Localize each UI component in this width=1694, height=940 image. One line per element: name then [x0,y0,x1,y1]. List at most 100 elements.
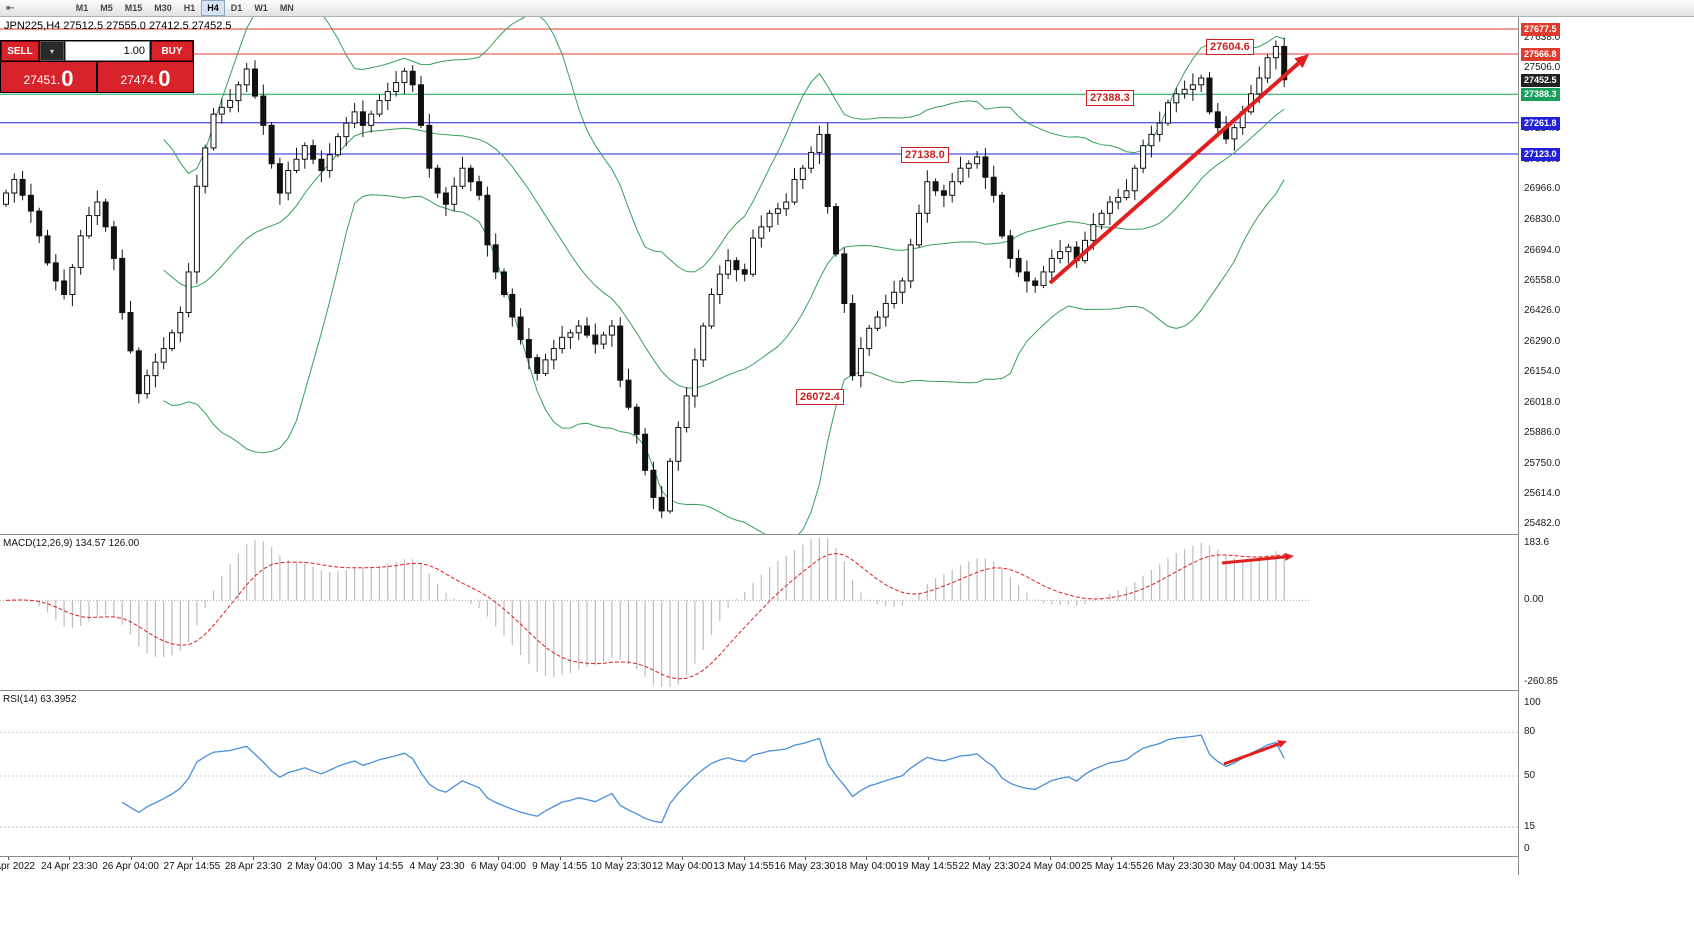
time-tick [1234,857,1235,860]
time-axis-label: 13 May 14:55 [713,861,774,872]
buy-button[interactable]: BUY [151,41,193,61]
time-axis-label: 26 May 23:30 [1142,861,1203,872]
price-level-chip: 27677.5 [1521,23,1560,36]
price-grid-label: 25886.0 [1524,426,1561,438]
time-tick [437,857,439,860]
price-label-annotation[interactable]: 27388.3 [1086,90,1134,106]
time-axis-label: 6 May 04:00 [470,861,526,872]
timeframe-m1[interactable]: M1 [75,3,89,13]
time-tick [1172,857,1174,860]
time-axis-label: 12 May 04:00 [651,861,713,872]
sell-price[interactable]: 27451. 0 [1,62,96,92]
price-level-chip: 27261.8 [1521,116,1560,130]
price-level-chip: 27452.5 [1521,73,1560,87]
panel-separator[interactable] [0,690,1694,691]
price-level-chip: 27123.0 [1521,148,1560,162]
chart-shift-icon: ⇤ [6,2,15,14]
time-tick [743,857,745,860]
timeframe-switcher: M1 M5 M15 M30 H1 H4 D1 W1 MN [70,0,300,16]
sell-button[interactable]: SELL [1,41,39,61]
time-axis-label: 22 Apr 2022 [0,861,35,872]
price-label-annotation[interactable]: 27604.6 [1206,39,1254,55]
rsi-scale-label: 50 [1524,770,1536,781]
price-grid-label: 25482.0 [1524,518,1561,529]
rsi-scale-label: 0 [1524,843,1530,854]
time-axis-label: 28 Apr 23:30 [224,861,282,872]
sell-price-main: 27451. [23,73,61,87]
time-axis-label: 27 Apr 14:55 [163,861,221,872]
sell-price-big-digit: 0 [61,66,74,91]
time-tick [498,857,500,860]
time-axis-label: 25 May 14:55 [1081,861,1142,872]
time-tick [621,857,622,860]
price-grid-label: 26290.0 [1524,335,1561,347]
price-grid-label: 26966.0 [1524,183,1561,195]
time-tick [682,857,684,860]
macd-scale-label: 183.6 [1524,537,1550,548]
time-axis-label: 2 May 04:00 [286,861,343,872]
panel-separator[interactable] [0,856,1694,857]
buy-price-main: 27474. [120,73,158,87]
panel-separator[interactable] [0,534,1694,535]
price-grid-label: 26018.0 [1524,397,1561,409]
time-axis-label: 9 May 14:55 [532,861,588,872]
macd-canvas[interactable] [0,535,1518,690]
macd-panel[interactable]: MACD(12,26,9) 134.57 126.00 [0,535,1518,690]
time-tick [988,857,990,860]
time-axis-label: 10 May 23:30 [590,861,652,872]
buy-price-big-digit: 0 [158,66,171,91]
time-axis[interactable]: 22 Apr 2022 24 Apr 23:30 26 Apr 04:00 27 Ap… [0,857,1518,877]
time-axis-label: 22 May 23:30 [958,861,1020,872]
timeframe-h1[interactable]: H1 [183,3,196,13]
timeframe-w1[interactable]: W1 [254,3,268,13]
macd-label: MACD(12,26,9) 134.57 126.00 [3,538,140,549]
chart-canvas[interactable] [0,17,1518,534]
macd-scale-label: -260.85 [1524,675,1558,687]
rsi-panel[interactable]: RSI(14) 63.3952 [0,691,1518,856]
rsi-scale-label: 80 [1524,726,1536,738]
chart-shift-icon[interactable]: ⇤ [3,1,60,16]
price-label-annotation[interactable]: 26072.4 [796,389,844,405]
time-axis-label: 24 May 04:00 [1019,861,1081,872]
time-tick [191,857,193,860]
toolbar: ⊞◆新订单▥◫▤▶自动交易║▮∿⊕⊖▦⇥⇤+▾◷▾▣▾↖⌖─╱∥≋≡AT↗▾ M… [0,0,1694,245]
price-level-chip: 27566.8 [1521,47,1560,61]
price-chart-panel[interactable]: JPN225,H4 27512.5 27555.0 27412.5 27452.… [0,17,1518,534]
price-grid-label: 25750.0 [1524,457,1561,469]
chart-title: JPN225,H4 27512.5 27555.0 27412.5 27452.… [4,20,232,32]
time-axis-label: 16 May 23:30 [774,861,836,872]
time-axis-label: 31 May 14:55 [1264,861,1326,872]
time-axis-label: 26 Apr 04:00 [102,861,159,872]
timeframe-d1[interactable]: D1 [230,3,243,13]
timeframe-m30[interactable]: M30 [154,3,172,13]
rsi-scale-label: 100 [1524,697,1541,708]
timeframe-h4[interactable]: H4 [201,0,225,16]
price-grid-label: 25614.0 [1524,488,1561,500]
price-grid-label: 26694.0 [1524,244,1561,256]
volume-dropdown[interactable]: ▾ [40,41,64,61]
time-tick [927,857,929,860]
timeframe-m5[interactable]: M5 [100,3,113,13]
volume-input[interactable] [65,41,150,61]
time-axis-label: 30 May 04:00 [1203,861,1265,872]
price-label-annotation[interactable]: 27138.0 [901,147,949,163]
rsi-canvas[interactable] [0,691,1518,856]
timeframe-m15[interactable]: M15 [124,3,143,13]
buy-price[interactable]: 27474. 0 [98,62,193,92]
timeframe-mn[interactable]: MN [279,3,294,13]
time-tick [314,857,316,860]
time-tick [69,857,71,860]
time-tick [559,857,561,860]
price-grid-label: 27506.0 [1524,61,1561,73]
time-tick [130,857,132,860]
time-axis-label: 3 May 14:55 [348,861,404,872]
price-axis[interactable]: 27638.027506.027370.027234.027098.026966… [1519,17,1694,875]
price-grid-label: 27638.0 [1524,31,1561,43]
time-tick [1050,857,1052,860]
time-axis-label: 24 Apr 23:30 [40,861,98,872]
time-tick [375,857,377,860]
time-tick [1295,857,1297,860]
price-grid-label: 26558.0 [1524,275,1561,287]
time-axis-label: 18 May 04:00 [835,861,897,872]
